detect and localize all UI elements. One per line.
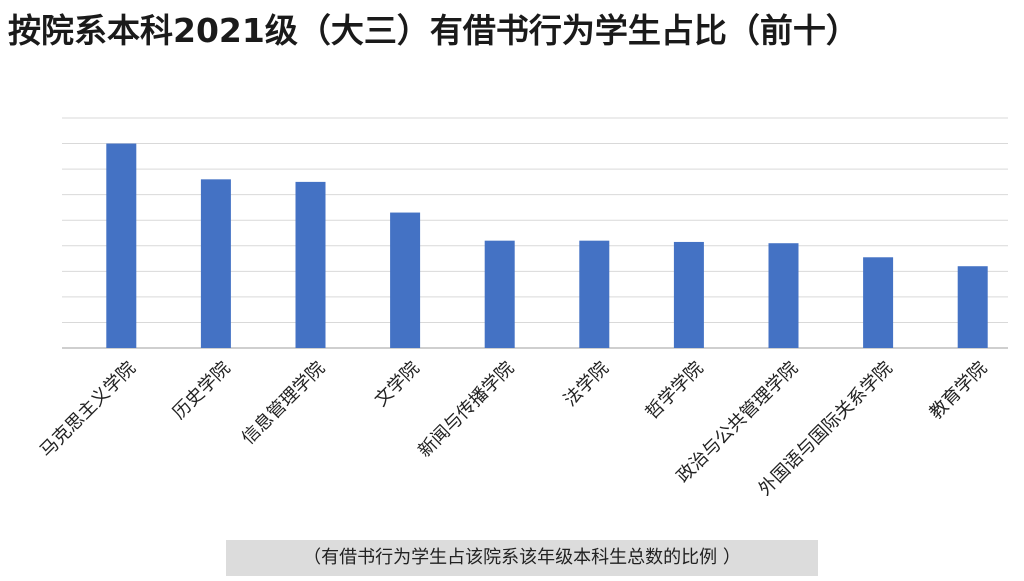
- x-tick-label: 哲学学院: [642, 358, 708, 424]
- bar: [673, 241, 704, 348]
- bar: [863, 257, 894, 348]
- bar: [484, 240, 515, 348]
- x-tick-label: 历史学院: [169, 358, 235, 424]
- bar: [579, 240, 610, 348]
- bar: [200, 179, 231, 348]
- x-tick-label: 信息管理学院: [238, 358, 329, 449]
- bar: [768, 243, 799, 348]
- bar: [295, 181, 326, 348]
- bar: [106, 143, 137, 348]
- x-tick-label: 教育学院: [926, 358, 992, 424]
- bar: [390, 212, 421, 348]
- x-tick-label: 新闻与传播学院: [414, 358, 518, 462]
- chart-caption: （有借书行为学生占该院系该年级本科生总数的比例 ）: [226, 540, 818, 576]
- chart-title: 按院系本科2021级（大三）有借书行为学生占比（前十）: [8, 11, 859, 50]
- bar: [957, 266, 988, 348]
- x-tick-label: 马克思主义学院: [36, 358, 140, 462]
- bars: [106, 143, 988, 348]
- x-tick-label: 文学院: [371, 358, 424, 411]
- x-tick-label: 法学院: [560, 358, 613, 411]
